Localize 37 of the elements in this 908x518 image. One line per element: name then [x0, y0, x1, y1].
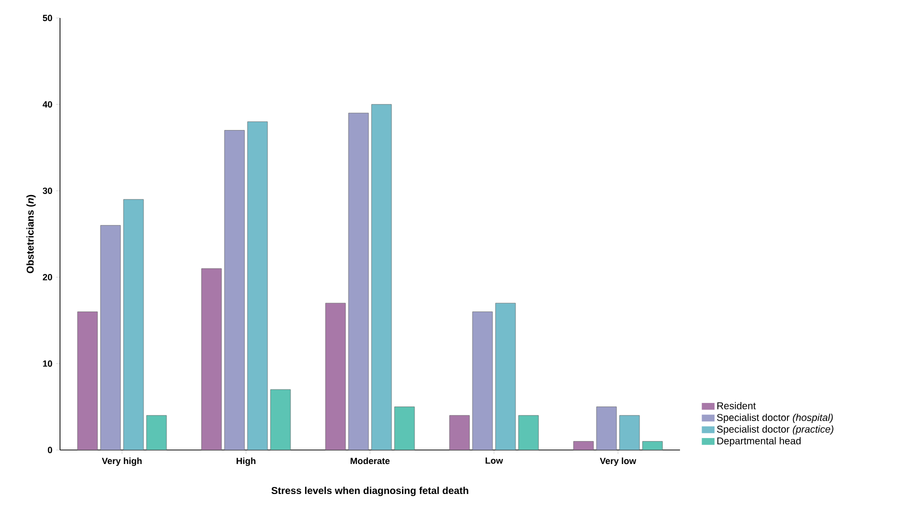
y-axis-title: Obstetricians (n) [26, 194, 36, 274]
x-tick-label: Very high [102, 458, 142, 466]
x-tick-label: Very low [600, 458, 636, 466]
bar [270, 389, 291, 450]
y-tick-label: 50 [42, 14, 52, 22]
y-tick-label: 20 [42, 274, 52, 280]
legend-label: Departmental head [717, 437, 801, 446]
bar [495, 302, 516, 450]
x-tick-label: High [236, 458, 256, 466]
bar [224, 130, 245, 450]
bar [573, 441, 594, 450]
y-tick-label: 10 [43, 360, 52, 367]
bar [325, 302, 346, 450]
bar [100, 225, 121, 450]
bar [371, 104, 392, 450]
y-tick-label: 30 [42, 188, 52, 194]
x-tick-label: Moderate [350, 458, 390, 464]
y-tick-label: 0 [48, 446, 52, 454]
bar [619, 415, 640, 450]
legend-label: Resident [717, 402, 756, 410]
legend-label: Specialist doctor (practice) [716, 425, 834, 435]
bar [394, 406, 415, 450]
bar [518, 415, 539, 450]
legend-label: Specialist doctor (hospital) [716, 414, 833, 423]
bar [472, 312, 493, 450]
bar [123, 199, 144, 450]
bar [348, 112, 369, 450]
bar [201, 268, 222, 450]
bar [449, 415, 470, 450]
x-axis-title: Stress levels when diagnosing fetal death [271, 486, 468, 496]
bar [596, 406, 617, 450]
bar [642, 441, 663, 450]
bar [146, 415, 167, 450]
bar [77, 312, 98, 450]
x-tick-label: Low [486, 458, 503, 464]
bar [247, 121, 268, 450]
y-tick-label: 40 [42, 101, 52, 108]
